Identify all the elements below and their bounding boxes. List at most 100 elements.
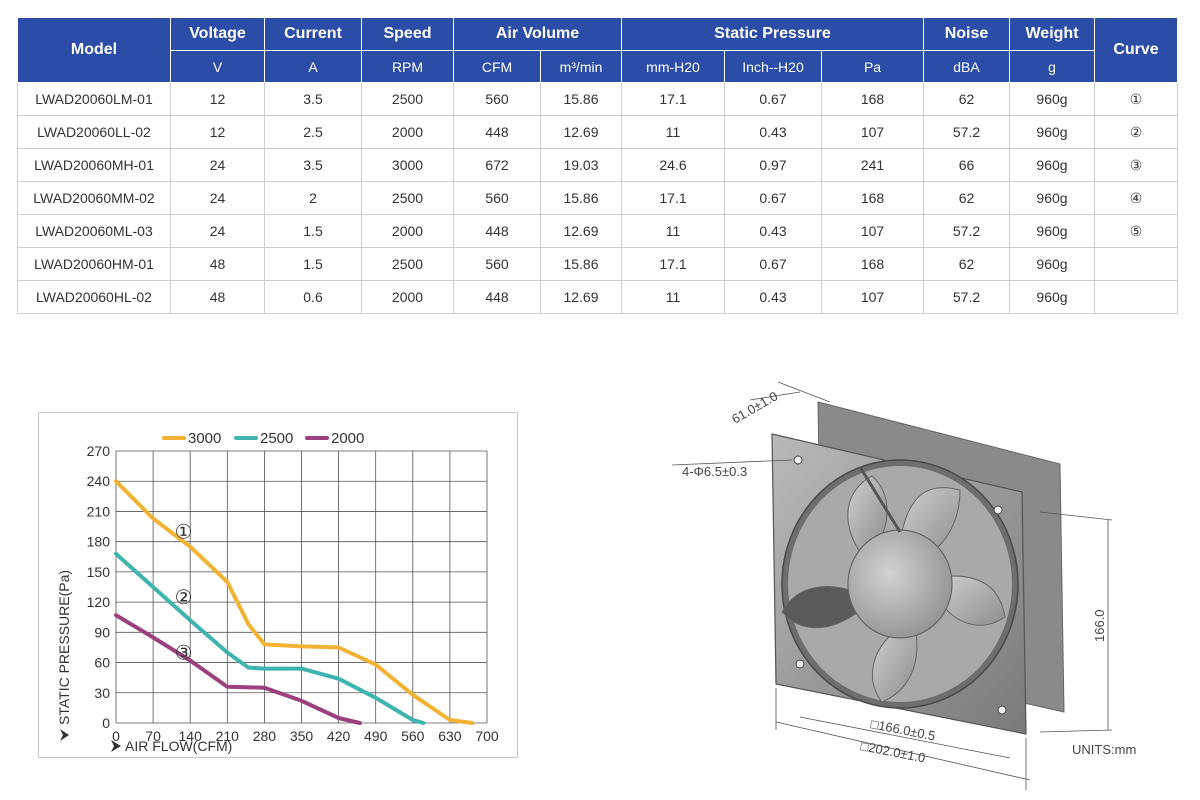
table-cell: 48 [170,247,265,281]
y-tick-label: 90 [94,624,110,640]
table-cell: 57.2 [923,214,1010,248]
model-cell: LWAD20060LL-02 [17,115,171,149]
x-tick-label: 350 [290,728,314,744]
series-line-2500 [114,551,426,725]
spec-table: Model Voltage Current Speed Air Volume S… [17,17,1178,314]
table-cell: 62 [923,82,1010,116]
header-static-pressure: Static Pressure [621,17,924,51]
table-cell: 0.6 [264,280,362,314]
table-cell: ⑤ [1094,214,1178,248]
table-cell: 2.5 [264,115,362,149]
unit-mmh2o: mm-H20 [621,50,725,83]
unit-speed: RPM [361,50,454,83]
header-air-volume: Air Volume [453,17,622,51]
unit-pa: Pa [821,50,924,83]
table-cell: 0.43 [724,214,822,248]
table-cell: 62 [923,181,1010,215]
y-tick-label: 240 [87,473,111,489]
table-cell: 2000 [361,115,454,149]
fan-drawing-svg: 61.0±1.0 4-Φ6.5±0.3 166.0 □166.0±0.5 □20… [671,381,1136,790]
fan-drawing: 61.0±1.0 4-Φ6.5±0.3 166.0 □166.0±0.5 □20… [660,372,1180,792]
table-cell: 960g [1009,148,1095,182]
x-tick-label: 70 [145,728,161,744]
table-row: LWAD20060LM-01 12 3.5 2500 560 15.86 17.1 0.67 1… [17,82,1178,116]
table-cell: 107 [821,280,924,314]
chart-svg: 0 70 140 210 280 350 420 490 560 630 700 0 30 60 90 120… [56,430,499,754]
model-cell: LWAD20060MH-01 [17,148,171,182]
table-row: LWAD20060LL-02 12 2.5 2000 448 12.69 11 0.43 107… [17,115,1178,149]
table-cell: 0.67 [724,82,822,116]
y-tick-label: 0 [102,715,110,731]
table-cell: 960g [1009,280,1095,314]
table-cell: 57.2 [923,115,1010,149]
unit-inchh2o: Inch--H20 [724,50,822,83]
legend-label: 2500 [260,430,293,447]
y-tick-label: 210 [87,503,111,519]
model-cell: LWAD20060HL-02 [17,280,171,314]
dim-hole-spacing-label: □166.0±0.5 [869,716,936,743]
dim-holes-label: 4-Φ6.5±0.3 [682,464,747,479]
header-weight: Weight [1009,17,1095,51]
table-cell: 960g [1009,214,1095,248]
table-cell: 2500 [361,82,454,116]
model-cell: LWAD20060ML-03 [17,214,171,248]
table-cell: 11 [621,115,725,149]
curve-marker: ① [175,520,193,544]
table-cell: 168 [821,181,924,215]
x-tick-label: 140 [179,728,203,744]
legend-label: 3000 [188,430,221,447]
dimension-lines [671,381,1113,790]
table-cell: 17.1 [621,247,725,281]
x-tick-label: 700 [475,728,499,744]
table-cell: 24 [170,181,265,215]
table-cell: 560 [453,181,541,215]
legend-label: 2000 [331,430,364,447]
table-cell: 15.86 [540,247,622,281]
table-cell: 15.86 [540,181,622,215]
table-cell [1094,247,1178,281]
table-cell: 2 [264,181,362,215]
performance-chart: 0 70 140 210 280 350 420 490 560 630 700 0 30 60 90 120… [38,412,518,758]
table-cell: 3.5 [264,148,362,182]
table-cell: 62 [923,247,1010,281]
table-cell: 19.03 [540,148,622,182]
table-cell: 12.69 [540,214,622,248]
model-cell: LWAD20060MM-02 [17,181,171,215]
header-current: Current [264,17,362,51]
table-cell: 11 [621,214,725,248]
table-cell: 1.5 [264,247,362,281]
table-cell: 48 [170,280,265,314]
y-axis-label: STATIC PRESSURE(Pa) [56,570,72,725]
table-cell: 17.1 [621,82,725,116]
header-voltage: Voltage [170,17,265,51]
y-tick-label: 150 [87,564,111,580]
y-tick-label: 270 [87,443,111,459]
x-tick-label: 630 [438,728,462,744]
table-body: LWAD20060LM-01 12 3.5 2500 560 15.86 17.1 0.67 1… [17,82,1178,314]
unit-g: g [1009,50,1095,83]
mounting-holes [793,455,1007,715]
table-cell: 960g [1009,181,1095,215]
table-cell: 1.5 [264,214,362,248]
table-cell: 168 [821,82,924,116]
header-curve: Curve [1094,17,1178,83]
fan-hub [847,529,953,639]
table-cell: 672 [453,148,541,182]
x-axis-arrow [111,740,121,752]
header-speed: Speed [361,17,454,51]
table-cell: 12 [170,115,265,149]
table-row: LWAD20060HM-01 48 1.5 2500 560 15.86 17.1 0.67 1… [17,247,1178,281]
fan-blades [781,475,1006,703]
x-axis-label: AIR FLOW(CFM) [125,738,232,754]
table-cell: 24 [170,214,265,248]
table-cell: 560 [453,82,541,116]
model-cell: LWAD20060HM-01 [17,247,171,281]
y-tick-label: 120 [87,594,111,610]
table-cell: 960g [1009,115,1095,149]
table-cell: 2500 [361,247,454,281]
table-cell: 17.1 [621,181,725,215]
y-tick-label: 180 [87,534,111,550]
table-cell: 12.69 [540,280,622,314]
table-cell: 560 [453,247,541,281]
curve-marker: ② [175,585,193,609]
